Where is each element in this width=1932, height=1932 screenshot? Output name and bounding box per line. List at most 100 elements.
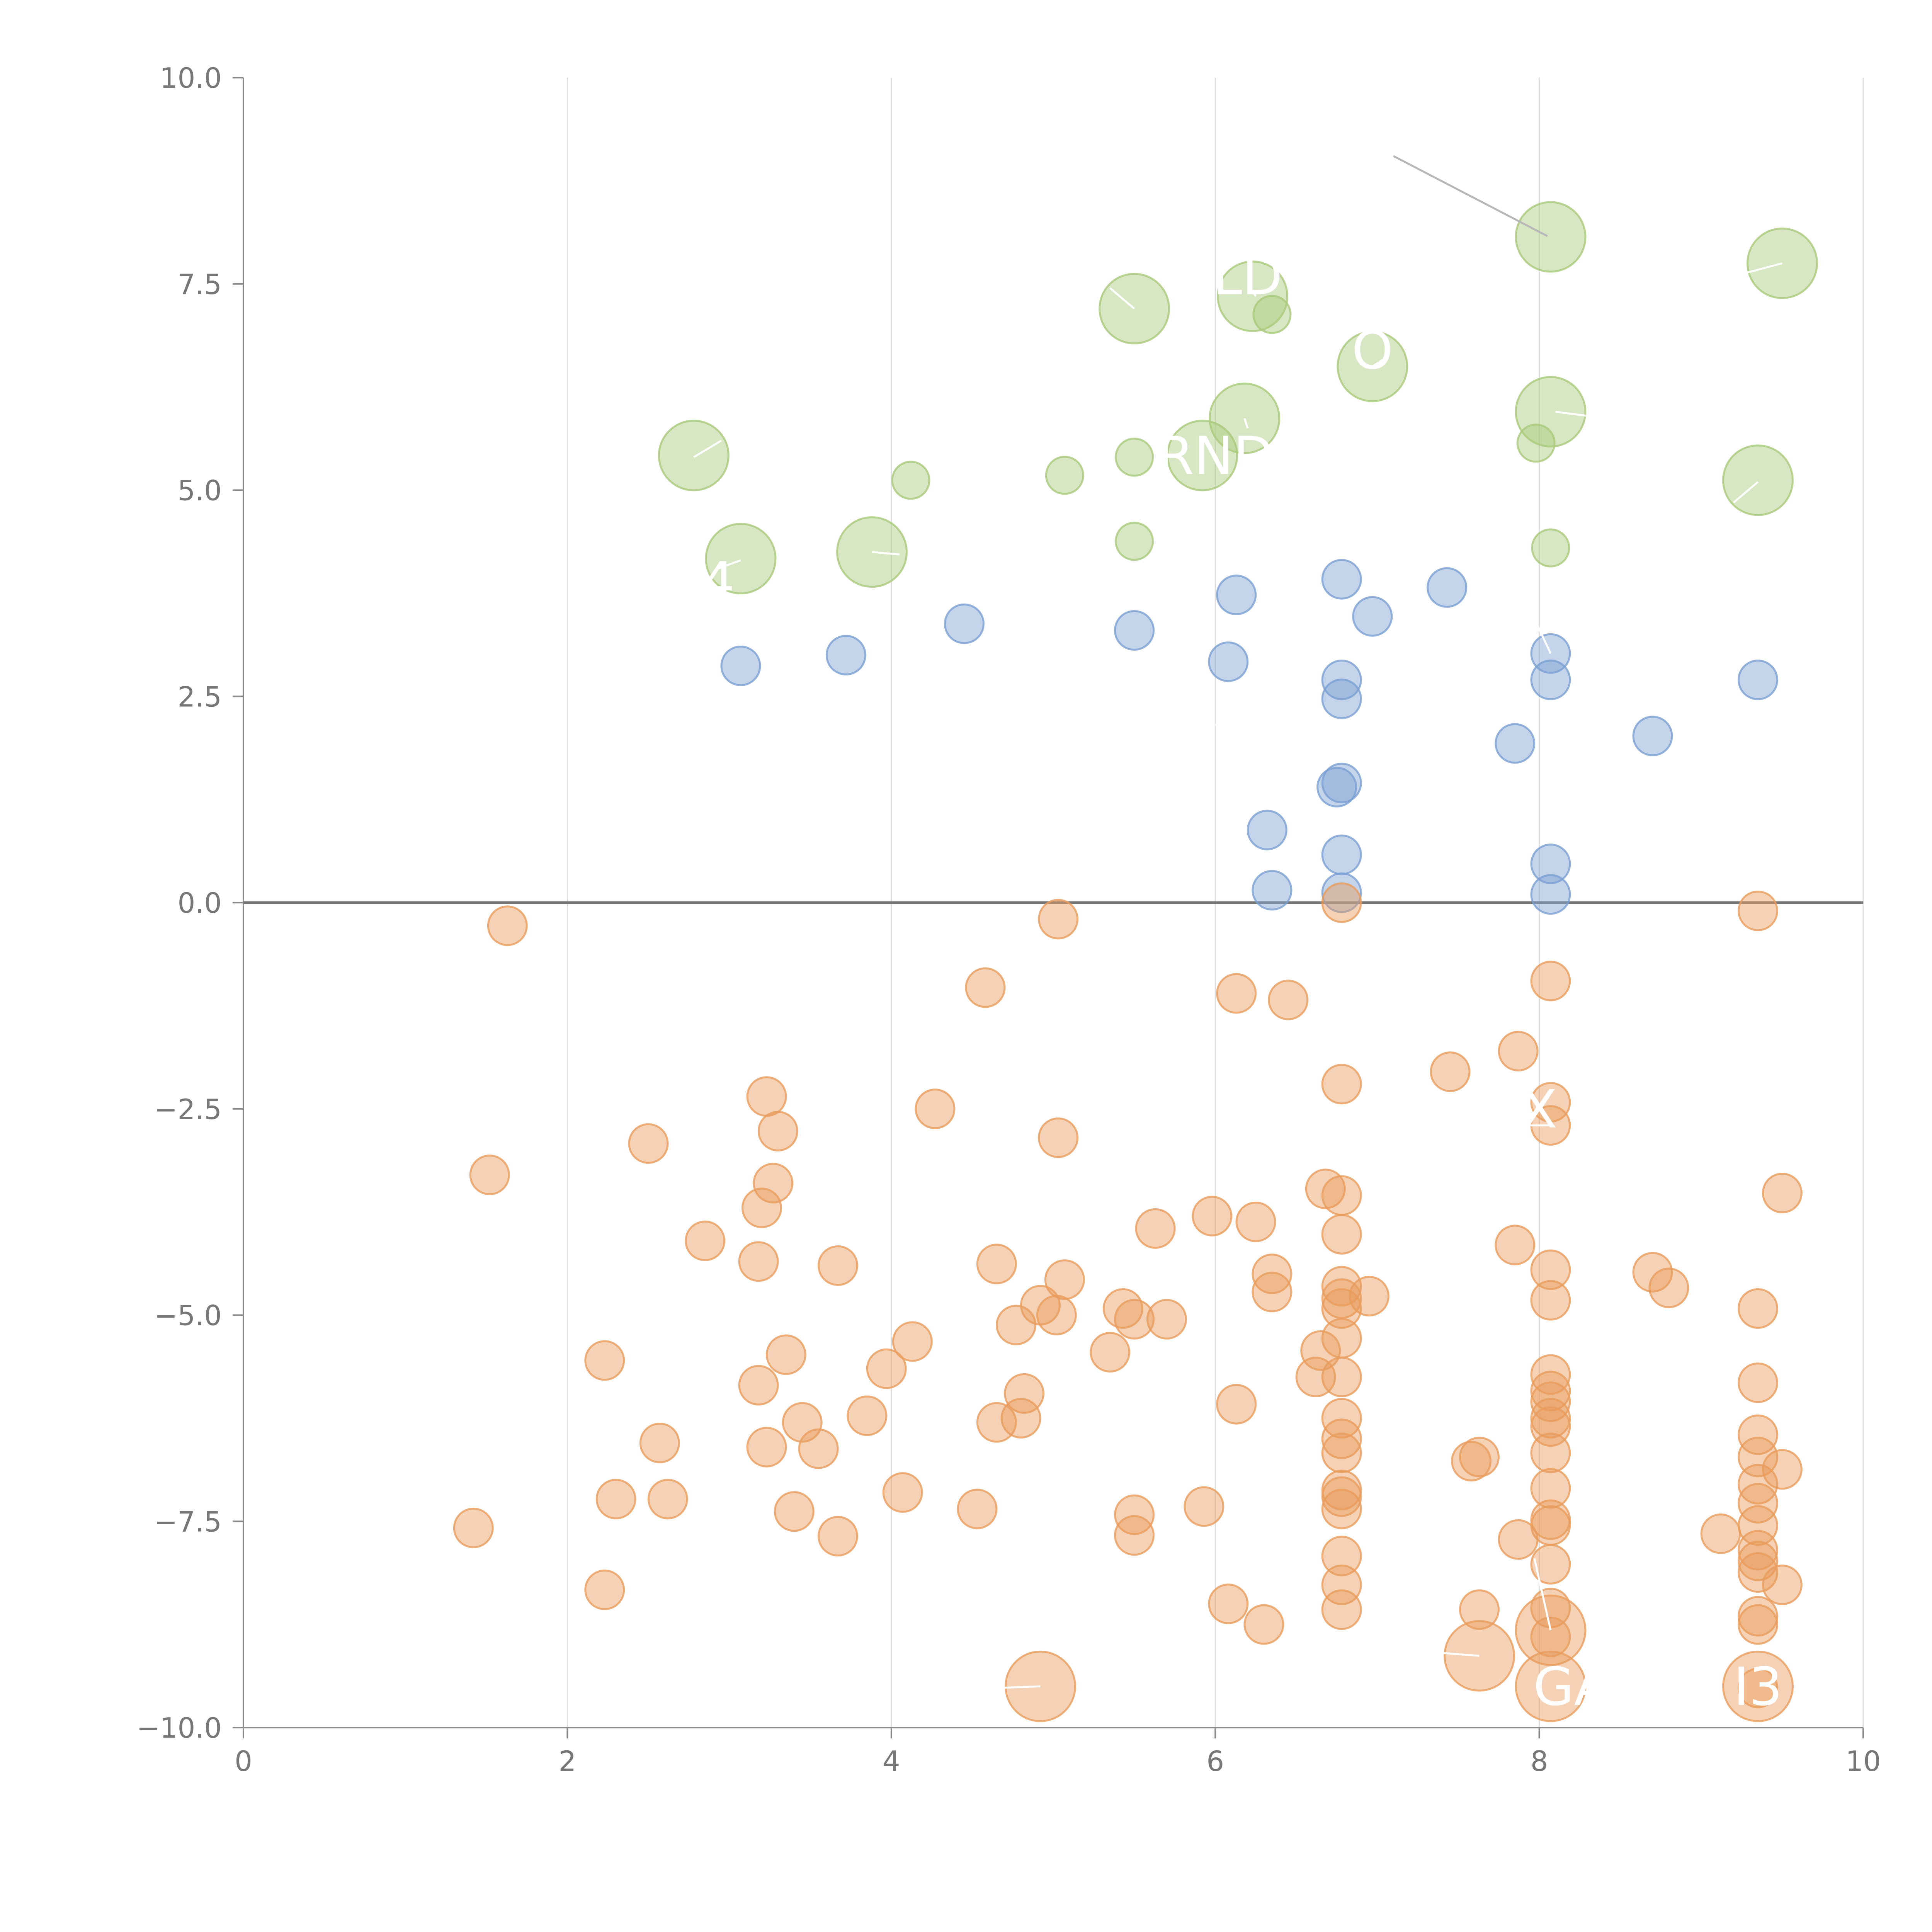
data-point-orange [1530,1398,1571,1439]
data-point-orange [1321,1418,1362,1459]
data-point-orange [1530,1616,1571,1657]
data-point-orange [738,1365,779,1406]
data-point-orange [1114,1494,1155,1535]
x-tick-label: 6 [1206,1745,1224,1777]
data-point-orange [584,1340,625,1381]
data-point-orange [738,1241,779,1282]
data-point-orange [1268,980,1309,1020]
data-point-blue [1316,767,1357,808]
leader-line [1535,622,1552,654]
data-point-orange [639,1422,680,1463]
data-point-orange [595,1479,636,1520]
data-point-blue [1352,596,1393,637]
data-point-orange [1090,1332,1131,1373]
data-point-orange [1632,1252,1673,1293]
data-point-blue [1530,874,1571,915]
data-point-green [1516,423,1556,463]
data-point-green [1252,295,1292,334]
point-label: X [1521,1079,1557,1140]
data-point-orange [1044,1259,1085,1300]
y-tick-label: 7.5 [177,268,222,301]
data-point-orange [1762,1565,1803,1605]
data-point-blue [944,603,985,644]
data-point-orange [1243,1604,1284,1645]
leader-line [1215,712,1245,726]
data-point-orange [996,1304,1037,1345]
data-point-orange [1738,1362,1779,1403]
data-point-orange [1321,1589,1362,1630]
data-point-orange [685,1220,726,1261]
leader-line [1533,1558,1552,1631]
leader-line [1555,411,1588,417]
y-tick-label: 10.0 [160,62,222,94]
data-point-orange [1216,973,1257,1014]
data-point-orange [1515,1650,1587,1722]
data-points [453,201,1818,1722]
data-point-green [1531,528,1570,568]
data-point-orange [1321,1565,1362,1605]
data-point-orange [1738,1414,1779,1455]
data-point-orange [741,1187,782,1228]
data-point-orange [1321,1288,1362,1329]
data-point-green [1167,420,1238,492]
data-point-orange [1321,1488,1362,1529]
data-point-orange [1038,899,1079,940]
data-point-orange [817,1245,858,1286]
leader-line [1247,283,1257,297]
data-point-orange [765,1334,806,1375]
data-point-orange [1762,1173,1803,1214]
data-point-orange [1498,1031,1539,1071]
data-point-green [1515,376,1587,448]
data-point-blue [1321,559,1362,600]
data-point-blue [1530,844,1571,884]
data-point-orange [976,1402,1017,1443]
data-point-orange [1648,1267,1689,1308]
data-point-orange [1530,1280,1571,1321]
data-point-blue [1632,716,1673,757]
data-point-green [658,420,730,492]
data-point-orange [453,1507,494,1548]
data-point-orange [1498,1519,1539,1560]
data-point-green [1722,444,1794,516]
data-point-orange [1430,1051,1471,1092]
data-point-orange [1252,1253,1293,1294]
axes [233,77,1864,1738]
data-point-orange [1738,1288,1779,1329]
data-point-orange [1146,1299,1187,1340]
x-tick-label: 10 [1845,1745,1881,1777]
data-point-orange [915,1088,956,1129]
data-point-orange [1738,1483,1779,1524]
data-point-orange [1321,1432,1362,1473]
data-point-orange [1530,1381,1571,1422]
data-point-orange [746,1076,787,1117]
x-tick-label: 2 [558,1745,576,1777]
data-point-green [1515,201,1587,273]
leader-lines [693,155,1783,1689]
data-point-orange [469,1155,510,1196]
data-point-orange [866,1348,907,1389]
data-point-blue [720,645,761,686]
data-point-orange [957,1488,998,1529]
data-point-orange [976,1243,1017,1284]
data-point-orange [1216,1384,1257,1425]
data-point-green [891,461,930,500]
data-point-orange [1738,1604,1779,1645]
data-point-orange [847,1395,888,1436]
data-point-orange [1135,1208,1176,1249]
data-point-orange [1738,1596,1779,1637]
data-point-orange [1321,1476,1362,1517]
data-point-orange [746,1427,787,1468]
data-point-orange [882,1472,923,1513]
x-tick-label: 4 [883,1745,900,1777]
data-point-orange [584,1569,625,1610]
data-point-orange [1321,1175,1362,1216]
leader-line [718,559,741,570]
data-point-orange [1738,1552,1779,1593]
data-point-blue [1530,660,1571,701]
data-point-orange [1321,1357,1362,1398]
point-label: GA [1533,1656,1610,1718]
leader-line [872,551,900,556]
tick-labels: 0 2 4 6 8 10 10.0 7.5 5.0 2.5 0.0 −2.5 −5.0 −7.5 −10.0 [136,62,1881,1777]
data-point-green [1115,522,1154,561]
